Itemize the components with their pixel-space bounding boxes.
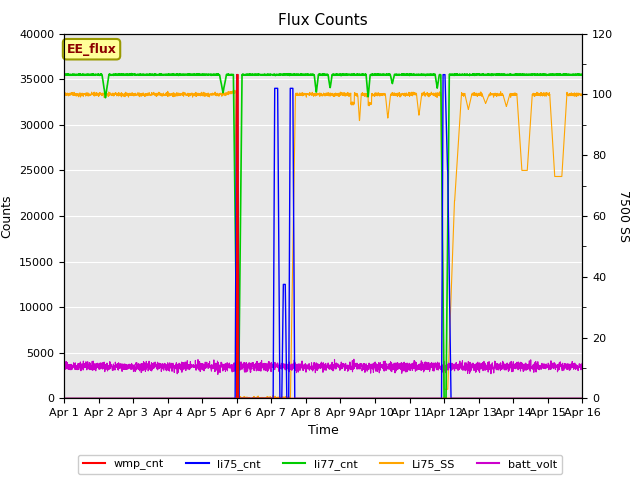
wmp_cnt (282, 396, 289, 401)
batt_volt (569, 361, 577, 367)
batt_volt (579, 364, 586, 370)
wmp_cnt (233, 72, 241, 77)
Y-axis label: Counts: Counts (1, 194, 13, 238)
li77_cnt (119, 72, 127, 78)
Li75_SS (235, 396, 243, 401)
wmp_cnt (60, 396, 68, 401)
wmp_cnt (579, 396, 586, 401)
batt_volt (60, 365, 68, 371)
Legend: wmp_cnt, li75_cnt, li77_cnt, Li75_SS, batt_volt: wmp_cnt, li75_cnt, li77_cnt, Li75_SS, ba… (78, 455, 562, 474)
X-axis label: Time: Time (308, 424, 339, 437)
li75_cnt (513, 396, 520, 401)
li77_cnt (440, 396, 448, 402)
Li75_SS (579, 91, 586, 97)
wmp_cnt (150, 396, 157, 401)
Li75_SS (119, 93, 127, 98)
Li75_SS (282, 395, 289, 401)
li77_cnt (282, 72, 289, 78)
Li75_SS (60, 91, 68, 97)
li77_cnt (150, 72, 158, 78)
Line: li77_cnt: li77_cnt (64, 73, 582, 399)
Li75_SS (259, 396, 267, 401)
wmp_cnt (119, 396, 127, 401)
Li75_SS (569, 91, 577, 96)
li75_cnt (233, 72, 241, 77)
batt_volt (282, 364, 289, 370)
wmp_cnt (259, 396, 267, 401)
Text: EE_flux: EE_flux (67, 43, 116, 56)
Li75_SS (230, 87, 237, 93)
li75_cnt (119, 396, 127, 401)
Y-axis label: 7500 SS: 7500 SS (617, 190, 630, 242)
li75_cnt (579, 396, 586, 401)
li77_cnt (513, 72, 520, 78)
Line: li75_cnt: li75_cnt (64, 74, 582, 398)
batt_volt (350, 356, 358, 362)
li77_cnt (259, 72, 267, 77)
batt_volt (150, 365, 157, 371)
li75_cnt (259, 396, 267, 401)
li75_cnt (568, 396, 576, 401)
li75_cnt (150, 396, 157, 401)
Title: Flux Counts: Flux Counts (278, 13, 368, 28)
batt_volt (214, 372, 221, 377)
Line: batt_volt: batt_volt (64, 359, 582, 374)
Line: Li75_SS: Li75_SS (64, 90, 582, 398)
batt_volt (119, 366, 127, 372)
li77_cnt (579, 71, 586, 77)
Line: wmp_cnt: wmp_cnt (64, 74, 582, 398)
li77_cnt (60, 72, 68, 78)
wmp_cnt (568, 396, 576, 401)
li77_cnt (128, 71, 136, 76)
batt_volt (259, 361, 267, 367)
batt_volt (513, 363, 520, 369)
Li75_SS (513, 91, 520, 96)
li75_cnt (60, 396, 68, 401)
li77_cnt (569, 72, 577, 78)
Li75_SS (150, 90, 157, 96)
wmp_cnt (513, 396, 520, 401)
li75_cnt (282, 294, 289, 300)
